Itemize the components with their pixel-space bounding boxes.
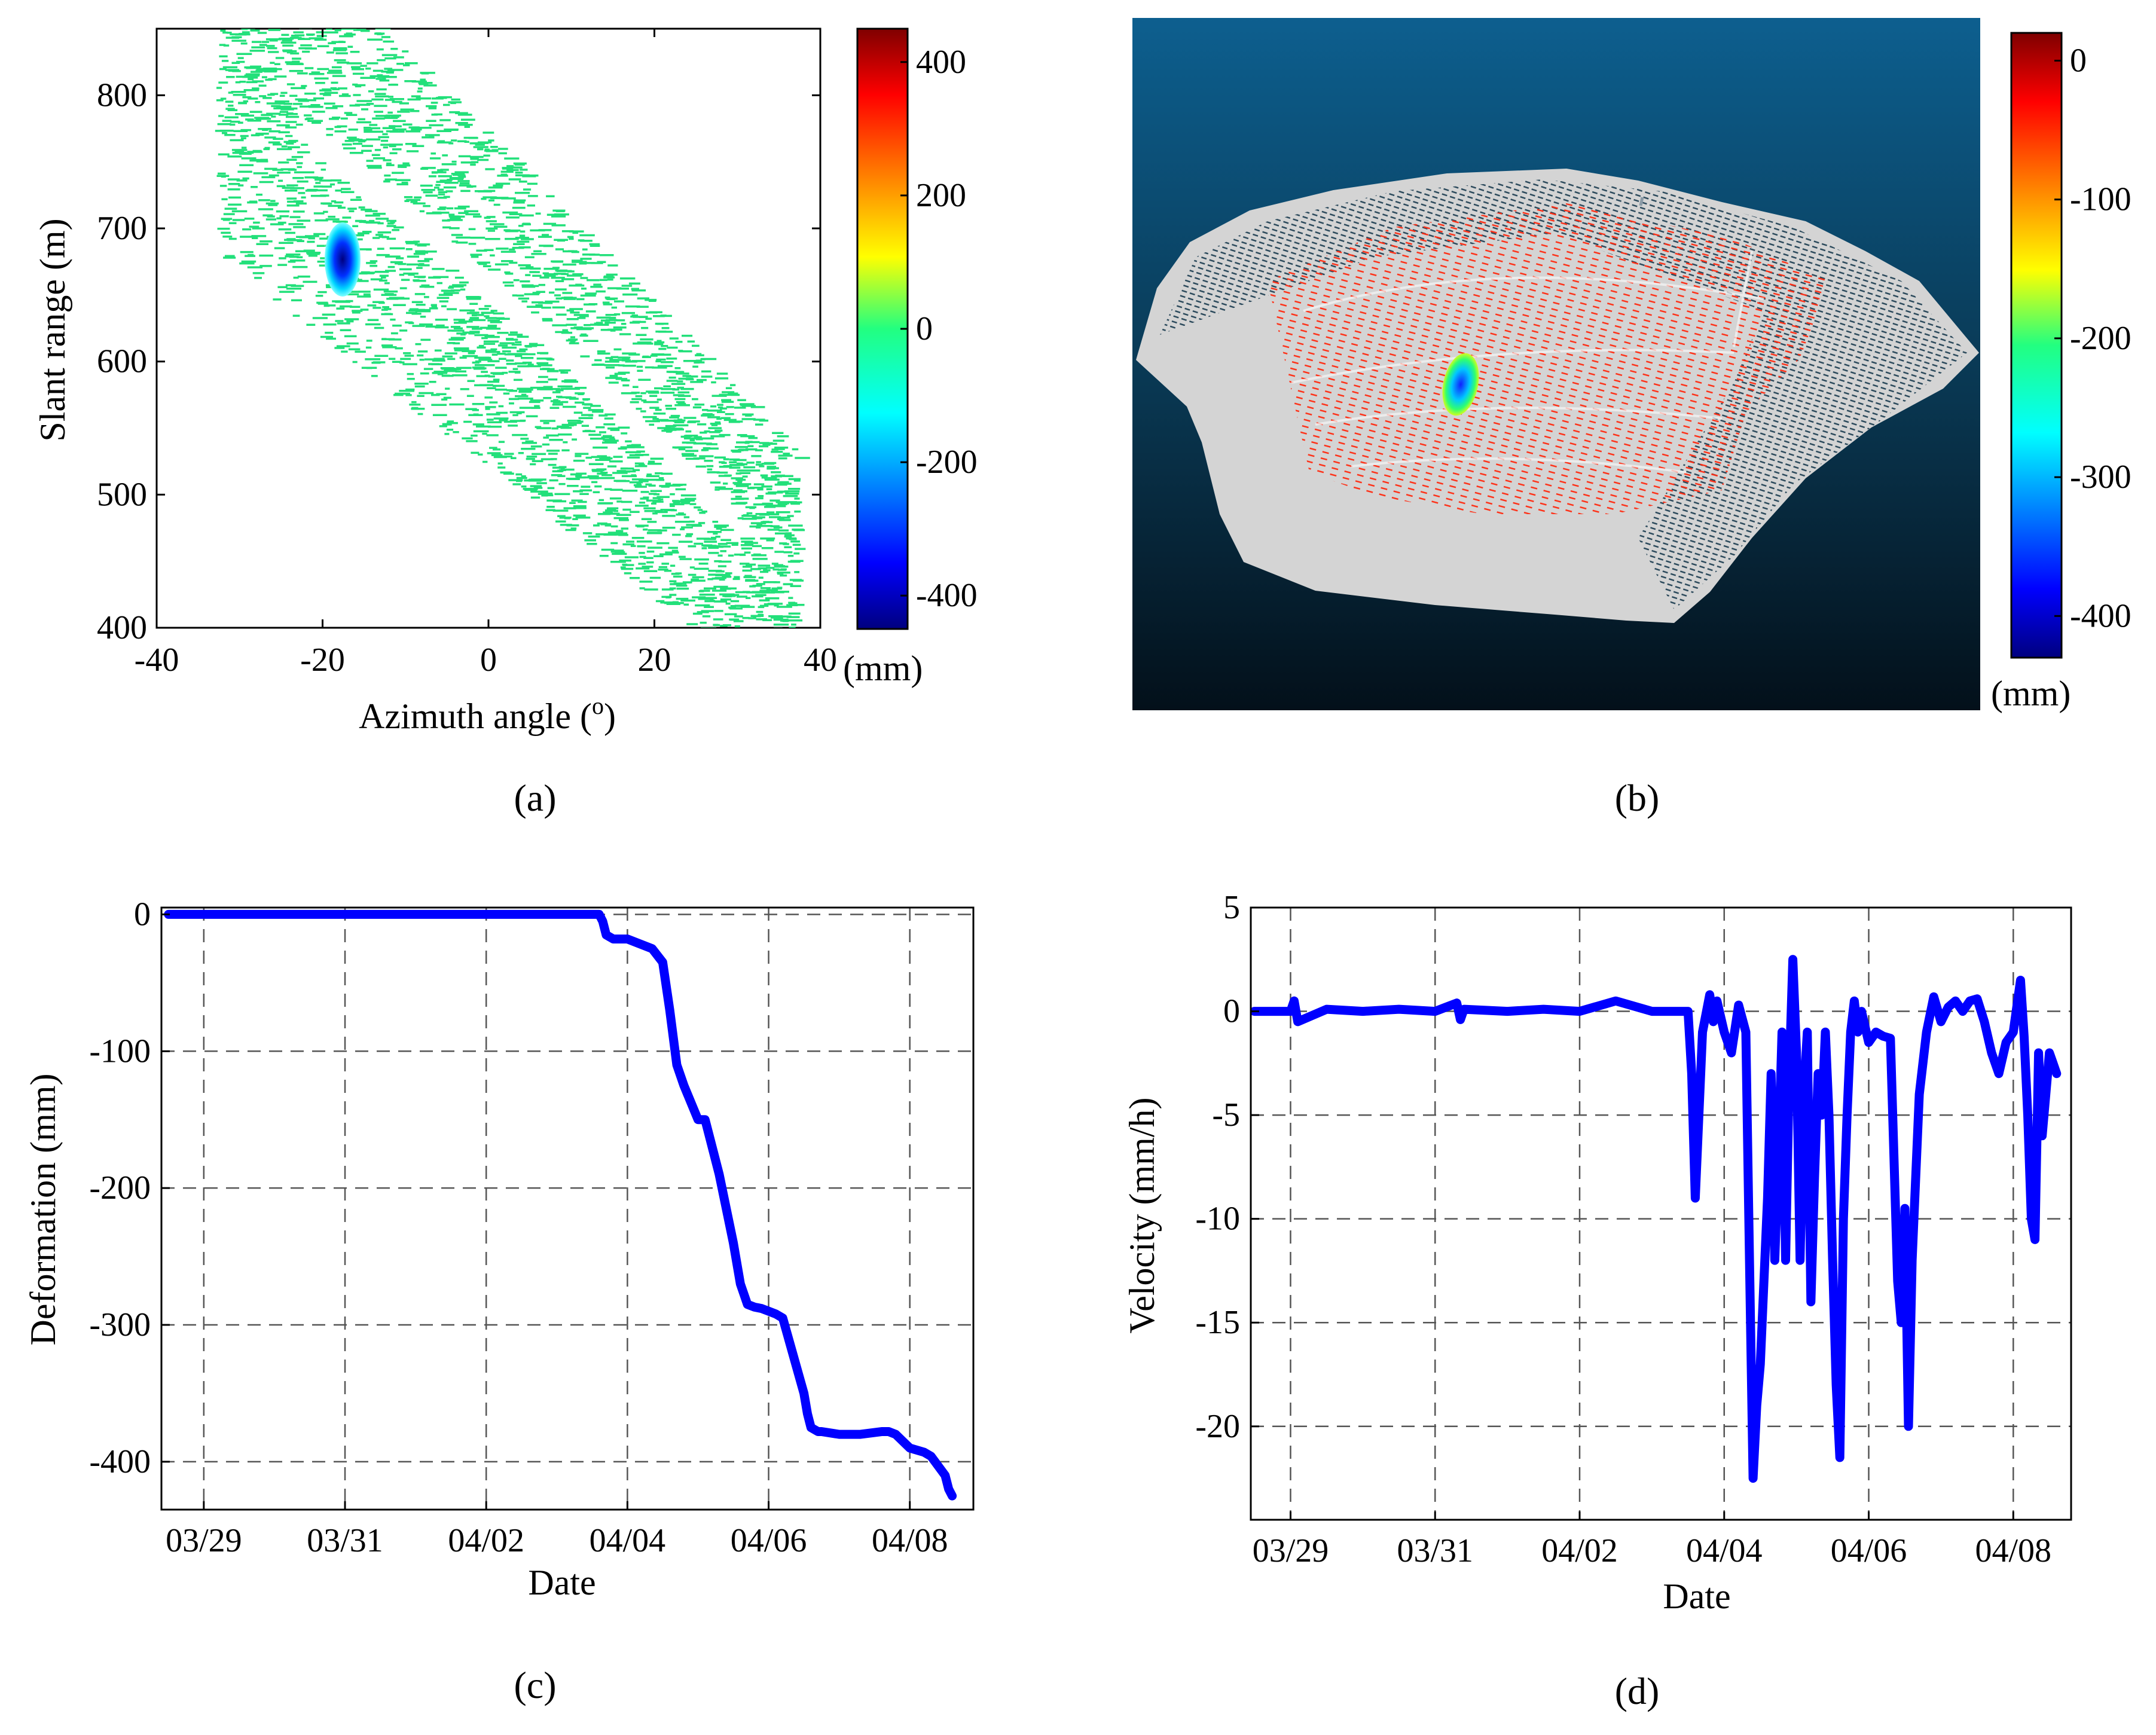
panel-d-ticks: 03/29 03/31 04/02 04/04 04/06 04/08 5 0 -5 -10 -15… [1195, 889, 2051, 1569]
panel-c-grid [161, 908, 973, 1510]
panel-d-ylabel: Velocity (mm/h) [1122, 1098, 1162, 1334]
panel-a-ytick-label: 800 [97, 77, 147, 114]
panel-a-ytick-label: 700 [97, 210, 147, 247]
panel-d-axes-frame [1250, 906, 2072, 1521]
panel-c-xlabel: Date [528, 1563, 596, 1602]
panel-b-cb-tick-label: -100 [2070, 181, 2131, 218]
panel-a-cb-tick-label: -400 [916, 577, 978, 614]
panel-c-xtick-label: 04/02 [448, 1522, 524, 1559]
panel-b-red-texture [1268, 203, 1830, 514]
panel-d-velocity-line [1251, 955, 2062, 1483]
panel-a-xtick-label: -20 [300, 642, 345, 679]
caption-a: (a) [514, 777, 556, 819]
panel-a-xtick-label: 20 [638, 642, 671, 679]
panel-d-xtick-label: 04/06 [1831, 1532, 1907, 1569]
panel-c-axes-frame [160, 906, 975, 1511]
panel-a-xtick-label: 0 [480, 642, 497, 679]
panel-c-xtick-label: 03/29 [166, 1522, 242, 1559]
panel-a-xtick-label: -40 [135, 642, 179, 679]
panel-b-radar-mast [1639, 197, 1644, 206]
panel-c-axes [161, 908, 973, 1510]
panel-a-cb-tick-label: 400 [916, 44, 966, 81]
panel-d-ytick-label: 0 [1223, 993, 1240, 1030]
panel-c-ytick-label: -200 [89, 1169, 151, 1206]
panel-c-ytick-label: -100 [89, 1033, 151, 1070]
panel-c-ylabel: Deformation (mm) [23, 1074, 63, 1346]
panel-d-xtick-label: 04/02 [1541, 1532, 1618, 1569]
panel-d-ytick-label: -5 [1212, 1096, 1240, 1134]
panel-d-xtick-label: 04/04 [1686, 1532, 1763, 1569]
panel-a-cb-tick-label: 200 [916, 177, 966, 214]
panel-c-xtick-label: 04/06 [731, 1522, 807, 1559]
panel-b-colorbar [2010, 32, 2063, 659]
panel-a-colorbar-unit: (mm) [843, 649, 923, 688]
panel-b-cb-tick-label: -200 [2070, 320, 2131, 357]
panel-a-xtick-label: 40 [804, 642, 837, 679]
panel-d-xtick-label: 04/08 [1975, 1532, 2052, 1569]
panel-a-ytick-label: 400 [97, 609, 147, 646]
panel-c-deformation-line [164, 909, 957, 1501]
panel-a-xlabel: Azimuth angle (o) [359, 692, 616, 736]
panel-a-colorbar-ticks: 400 200 0 -200 -400 [900, 44, 978, 614]
panel-d-xtick-label: 03/29 [1253, 1532, 1329, 1569]
panel-c-xtick-label: 04/04 [590, 1522, 666, 1559]
panel-b-cb-tick-label: -400 [2070, 597, 2131, 634]
panel-a-landslide-zone [325, 222, 361, 297]
panel-a-scatter [215, 29, 810, 628]
panel-a-stable-points [215, 29, 810, 628]
panel-b-bench-lines [1291, 251, 1764, 474]
panel-a-ticks: -40 -20 0 20 40 400 500 600 700 800 [97, 29, 837, 679]
panel-d-xtick-label: 03/31 [1397, 1532, 1473, 1569]
panel-d-xlabel: Date [1663, 1577, 1730, 1616]
panel-b-cb-tick-label: 0 [2070, 42, 2087, 79]
caption-c: (c) [514, 1664, 556, 1706]
panel-c-ytick-label: -300 [89, 1306, 151, 1343]
caption-b: (b) [1615, 777, 1660, 819]
panel-c-xtick-label: 03/31 [307, 1522, 383, 1559]
panel-d: 03/29 03/31 04/02 04/04 04/06 04/08 5 0 -5 -10 -15… [1122, 889, 2072, 1712]
panel-a-ytick-label: 500 [97, 476, 147, 513]
panel-c-xtick-label: 04/08 [872, 1522, 948, 1559]
caption-d: (d) [1615, 1670, 1660, 1712]
panel-a-ylabel: Slant range (m) [33, 218, 72, 441]
panel-b-colorbar-ticks: 0 -100 -200 -300 -400 [2054, 42, 2131, 634]
panel-d-ytick-label: -10 [1195, 1201, 1240, 1238]
panel-b-cb-tick-label: -300 [2070, 459, 2131, 496]
panel-d-ytick-label: -20 [1195, 1408, 1240, 1445]
panel-d-ytick-label: -15 [1195, 1304, 1240, 1341]
panel-b-landslide-zone [1442, 353, 1479, 416]
panel-c: 03/29 03/31 04/02 04/04 04/06 04/08 0 -100 -200 -… [23, 896, 975, 1706]
panel-c-ticks: 03/29 03/31 04/02 04/04 04/06 04/08 0 -100 -200 -… [89, 896, 948, 1559]
panel-d-axes [1251, 908, 2071, 1520]
panel-a-cb-tick-label: -200 [916, 444, 978, 481]
panel-b: 0 -100 -200 -300 -400 (mm) (b) [1132, 18, 2131, 819]
panel-b-colorbar-unit: (mm) [1991, 674, 2071, 713]
panel-d-ytick-label: 5 [1223, 889, 1240, 926]
panel-a-ytick-label: 600 [97, 343, 147, 380]
panel-c-ytick-label: -400 [89, 1443, 151, 1480]
panel-a-cb-tick-label: 0 [916, 310, 933, 347]
panel-a-colorbar [856, 28, 909, 630]
panel-c-ytick-label: 0 [134, 896, 151, 933]
